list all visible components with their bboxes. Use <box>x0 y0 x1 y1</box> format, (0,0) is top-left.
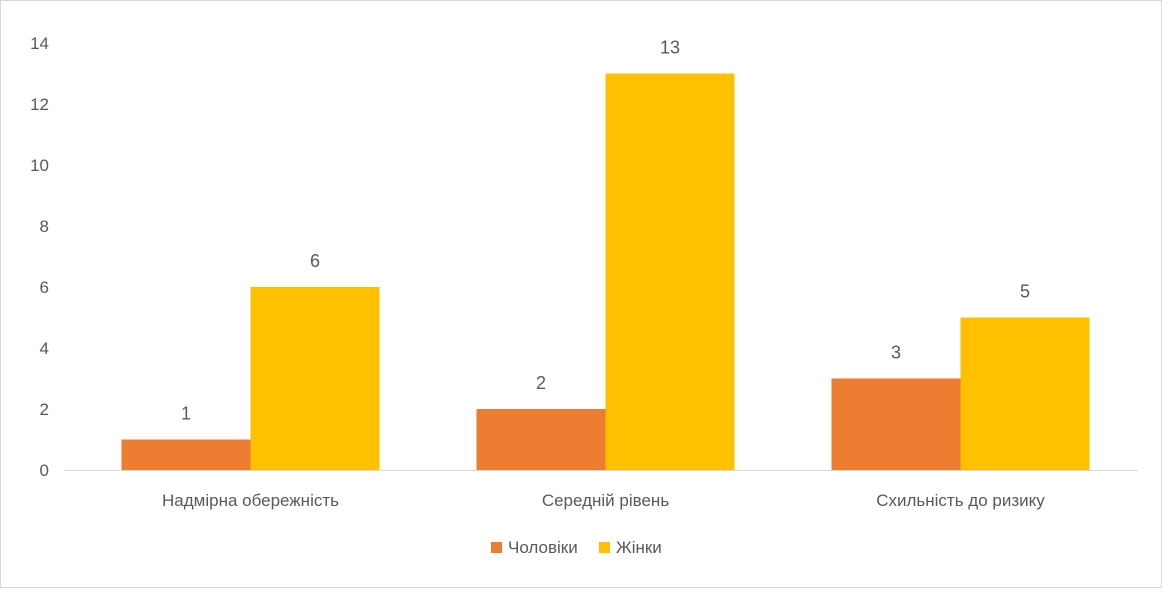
y-tick-label: 0 <box>40 461 49 480</box>
bar-women-1 <box>250 287 380 470</box>
category-labels: Надмірна обережність Середній рівень Схиль… <box>162 491 1045 510</box>
category-label: Схильність до ризику <box>876 491 1045 510</box>
bar-men-1 <box>121 439 251 470</box>
data-label: 6 <box>310 251 320 271</box>
data-label: 3 <box>891 343 901 363</box>
category-label: Середній рівень <box>542 491 669 510</box>
bar-women-3 <box>960 317 1090 470</box>
y-tick-label: 6 <box>40 278 49 297</box>
data-label: 13 <box>660 38 680 58</box>
legend-swatch-women <box>599 542 610 553</box>
y-tick-label: 8 <box>40 217 49 236</box>
y-tick-label: 10 <box>30 156 49 175</box>
bar-men-2 <box>476 409 606 470</box>
y-tick-label: 12 <box>30 95 49 114</box>
category-label: Надмірна обережність <box>162 491 339 510</box>
data-label: 5 <box>1020 282 1030 302</box>
bars <box>121 73 1090 470</box>
legend: Чоловіки Жінки <box>491 538 662 557</box>
y-tick-label: 2 <box>40 400 49 419</box>
data-label: 1 <box>181 404 191 424</box>
bar-men-3 <box>831 378 961 470</box>
y-tick-label: 4 <box>40 339 49 358</box>
data-labels: 1 6 2 13 3 5 <box>181 38 1030 424</box>
bar-women-2 <box>605 73 735 470</box>
data-label: 2 <box>536 373 546 393</box>
legend-label-men: Чоловіки <box>508 538 578 557</box>
legend-swatch-men <box>491 542 502 553</box>
y-axis-ticks: 0 2 4 6 8 10 12 14 <box>30 34 49 480</box>
legend-label-women: Жінки <box>616 538 662 557</box>
y-tick-label: 14 <box>30 34 49 53</box>
